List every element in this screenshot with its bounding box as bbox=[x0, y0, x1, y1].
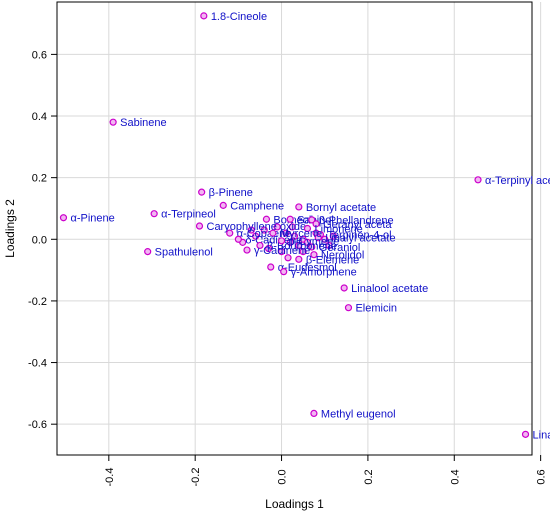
point-label: Camphene bbox=[230, 200, 284, 212]
data-point bbox=[314, 234, 322, 242]
point-label: 1.8-Cineole bbox=[211, 11, 267, 23]
data-point bbox=[243, 246, 251, 254]
data-point bbox=[310, 409, 318, 417]
data-point bbox=[340, 284, 348, 292]
data-point bbox=[252, 232, 260, 240]
data-point bbox=[256, 241, 264, 250]
y-tick-label: 0.0 bbox=[32, 234, 47, 246]
point-label: Linalool acetate bbox=[351, 283, 428, 295]
point-label: β-Bourbonene bbox=[267, 240, 337, 252]
point-label: Spathulenol bbox=[155, 247, 213, 259]
data-point bbox=[290, 232, 299, 240]
data-point bbox=[295, 255, 303, 263]
x-axis-title: Loadings 1 bbox=[265, 497, 324, 511]
data-point bbox=[295, 203, 303, 211]
x-tick-label: 0.2 bbox=[363, 469, 375, 484]
point-label: Bornyl acetate bbox=[306, 202, 376, 214]
data-points: 1.8-Cineole Sabinene α-Terpinyl aceta β-Pin… bbox=[59, 11, 550, 441]
point-label: γ-Cadinene bbox=[254, 245, 310, 257]
x-tick-label: 0.6 bbox=[536, 469, 548, 484]
point-label: α-Pinene bbox=[70, 213, 114, 225]
x-tick-label: 0.0 bbox=[277, 469, 289, 484]
plot-frame bbox=[56, 1, 533, 456]
point-label: Linalool bbox=[533, 429, 550, 441]
point-label: Geraniol bbox=[319, 242, 361, 254]
data-point bbox=[226, 229, 234, 237]
x-tick-label: -0.2 bbox=[190, 468, 202, 487]
x-tick-label: -0.4 bbox=[104, 468, 116, 487]
y-tick-label: 0.6 bbox=[32, 49, 47, 61]
y-axis-title: Loadings 2 bbox=[3, 199, 17, 258]
data-point bbox=[295, 241, 303, 250]
data-point bbox=[288, 223, 296, 231]
point-label: Sabinene bbox=[120, 117, 166, 129]
data-point bbox=[521, 430, 530, 438]
point-label: Myrcene bbox=[280, 228, 322, 240]
data-point bbox=[269, 229, 277, 237]
data-point bbox=[282, 229, 290, 237]
unlabeled-points bbox=[239, 223, 337, 262]
data-point bbox=[286, 238, 294, 246]
data-point bbox=[303, 238, 312, 246]
data-point bbox=[284, 254, 292, 262]
data-point bbox=[308, 216, 316, 224]
x-tick-label: 0.4 bbox=[449, 469, 461, 484]
data-point bbox=[234, 235, 242, 243]
data-point bbox=[303, 224, 312, 233]
data-point bbox=[195, 222, 204, 230]
y-tick-label: 0.2 bbox=[32, 173, 47, 185]
data-point bbox=[109, 118, 117, 126]
data-point bbox=[144, 248, 152, 256]
data-point bbox=[198, 188, 206, 196]
data-point bbox=[312, 220, 320, 228]
data-point bbox=[219, 201, 227, 209]
x-axis: -0.4 -0.2 0.0 0.2 0.4 0.6 bbox=[104, 455, 548, 486]
point-label: β-Elemene bbox=[306, 254, 359, 266]
y-tick-label: -0.4 bbox=[28, 358, 47, 370]
point-label: p-Cymene bbox=[289, 236, 340, 248]
point-label: α-Terpinyl aceta bbox=[485, 175, 550, 187]
data-point bbox=[474, 176, 482, 184]
point-label: α-Eudesmol bbox=[278, 262, 337, 274]
data-point bbox=[264, 244, 273, 253]
point-label: Methyl eugenol bbox=[321, 408, 396, 420]
data-point bbox=[344, 304, 353, 312]
y-axis: -0.6 -0.4 -0.2 0.0 0.2 0.4 0.6 bbox=[28, 49, 57, 431]
point-label: Sabinol bbox=[297, 214, 334, 226]
point-label: α-Terpineol bbox=[161, 209, 216, 221]
data-point bbox=[260, 226, 268, 234]
point-label: Elemicin bbox=[355, 303, 397, 315]
data-point bbox=[321, 235, 329, 243]
data-point bbox=[273, 223, 281, 231]
data-point bbox=[286, 215, 294, 223]
data-point bbox=[329, 232, 337, 240]
y-tick-label: 0.4 bbox=[32, 111, 47, 123]
point-label: Geranyl aceta bbox=[323, 219, 392, 231]
data-point bbox=[325, 241, 333, 250]
data-point bbox=[200, 12, 208, 20]
point-label: Nerolidol bbox=[321, 250, 364, 262]
point-label: α-Copaene bbox=[237, 228, 292, 240]
point-label: β-Phellandrene bbox=[319, 215, 394, 227]
point-label: Limonene bbox=[314, 224, 362, 236]
point-label: γ-Amorphene bbox=[291, 267, 357, 279]
grid-lines bbox=[57, 2, 542, 455]
data-point bbox=[308, 243, 316, 251]
point-label: β-Pinene bbox=[209, 187, 253, 199]
point-label: Terpinen-4-ol bbox=[327, 230, 391, 242]
data-point bbox=[150, 210, 158, 218]
data-point bbox=[280, 268, 288, 276]
y-tick-label: -0.6 bbox=[28, 419, 47, 431]
data-point bbox=[247, 226, 255, 234]
y-tick-label: -0.2 bbox=[28, 296, 47, 308]
point-label: Linalyl acetate bbox=[325, 233, 395, 245]
data-point bbox=[310, 251, 318, 259]
data-point bbox=[277, 237, 286, 245]
data-point bbox=[277, 248, 286, 256]
data-point bbox=[59, 214, 68, 222]
data-point bbox=[299, 248, 307, 256]
data-point bbox=[262, 215, 271, 223]
data-point bbox=[267, 263, 275, 271]
